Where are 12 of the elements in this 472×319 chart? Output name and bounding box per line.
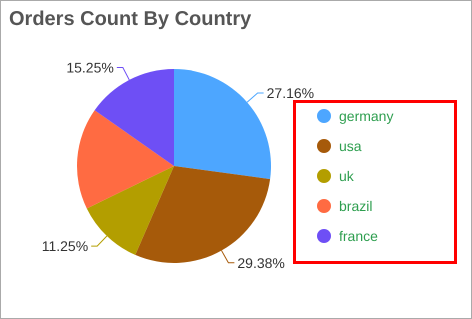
data-label: 27.16% xyxy=(266,85,314,102)
legend-label: usa xyxy=(339,138,362,154)
legend-label: brazil xyxy=(339,198,372,214)
legend-label: germany xyxy=(339,108,394,124)
legend-label: france xyxy=(339,228,378,244)
pie-slice xyxy=(77,110,174,208)
data-label: 15.25% xyxy=(66,59,114,76)
chart-title: Orders Count By Country xyxy=(9,8,252,31)
legend-label: uk xyxy=(339,168,354,184)
data-label: 29.38% xyxy=(237,254,285,271)
data-label: 11.25% xyxy=(42,238,88,254)
pie-slice xyxy=(86,166,174,255)
